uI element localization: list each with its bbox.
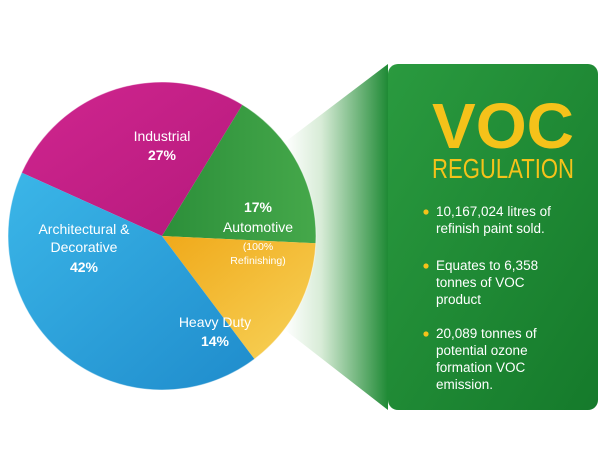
label-architectural-name-2: Decorative [51,239,118,255]
bullet-text-line: formation VOC [436,360,526,375]
label-automotive-note-1: (100% [243,241,273,253]
bullet-text-line: 10,167,024 litres of [436,204,551,219]
bullet-list: 10,167,024 litres of refinish paint sold.… [423,204,551,392]
label-automotive-name: Automotive [223,219,293,235]
bullet-dot [423,263,429,269]
panel-title-voc: VOC [432,90,574,162]
label-automotive-note-2: Refinishing) [230,255,285,267]
panel-title-regulation: REGULATION [432,153,574,184]
bullet-text-line: potential ozone [436,343,528,358]
label-heavy-name: Heavy Duty [179,314,251,330]
bullet-text-line: emission. [436,377,493,392]
pie-slice-heavy-duty [162,236,316,360]
bullet-text-line: tonnes of VOC [436,275,525,290]
pie-slice-architectural-decorative [8,172,255,391]
bullet-dot [423,209,429,215]
pie-slice-automotive [162,104,317,244]
label-architectural-name-1: Architectural & [38,221,130,237]
voc-panel [388,64,598,410]
bullet-text-line: refinish paint sold. [436,221,545,236]
label-heavy-pct: 14% [201,333,230,349]
connector-beam [285,64,388,410]
bullet-text-line: product [436,292,481,307]
label-industrial-name: Industrial [134,128,191,144]
pie-outline [7,81,317,391]
bullet-dot [423,331,429,337]
bullet-text-line: 20,089 tonnes of [436,326,537,341]
label-architectural-pct: 42% [70,259,99,275]
label-industrial-pct: 27% [148,147,177,163]
pie-slice-industrial [21,82,243,237]
bullet-text-line: Equates to 6,358 [436,258,538,273]
label-automotive-pct: 17% [244,199,273,215]
pie-chart [7,81,317,391]
